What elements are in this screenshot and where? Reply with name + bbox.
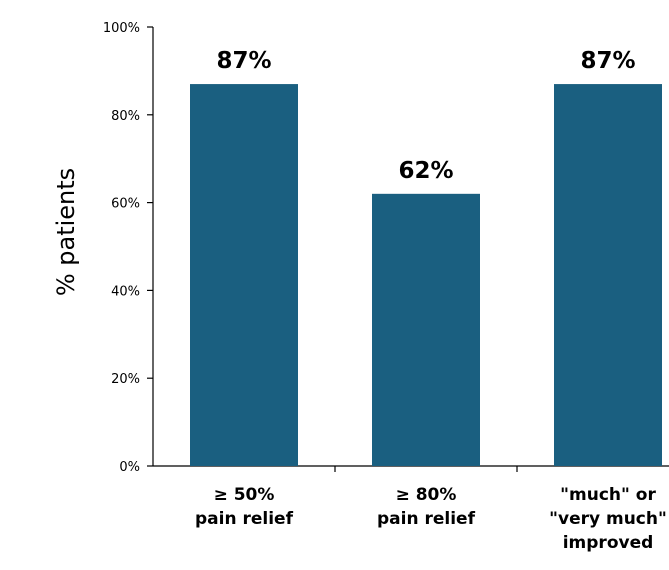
- x-category-label: ≥ 80% pain relief: [377, 485, 476, 529]
- x-category-label-line: ≥ 50%: [214, 485, 275, 505]
- bars: [190, 84, 662, 466]
- y-axis-title: % patients: [52, 168, 80, 296]
- x-category-label: "much" or "very much" improved: [549, 485, 667, 553]
- y-tick-label: 80%: [111, 109, 140, 124]
- x-category-label-line: "very much": [549, 509, 667, 529]
- bar: [554, 84, 662, 466]
- x-category-label: ≥ 50% pain relief: [195, 485, 294, 529]
- x-category-label-line: pain relief: [195, 509, 294, 529]
- bar: [372, 193, 480, 466]
- data-labels: 87% 62% 87%: [216, 48, 635, 184]
- x-axis: ≥ 50% pain relief ≥ 80% pain relief "much" o…: [153, 465, 669, 553]
- y-tick-label: 60%: [111, 197, 140, 212]
- x-category-label-line: improved: [563, 533, 654, 553]
- y-tick-label: 20%: [111, 372, 140, 387]
- x-category-label-line: ≥ 80%: [396, 485, 457, 505]
- bar: [190, 84, 298, 466]
- bar-value-label: 87%: [216, 48, 271, 74]
- bar-value-label: 62%: [398, 158, 453, 184]
- y-tick-label: 0%: [119, 460, 140, 475]
- x-category-label-line: pain relief: [377, 509, 476, 529]
- y-axis: 0% 20% 40% 60% 80% 100%: [103, 21, 154, 475]
- y-tick-label: 40%: [111, 284, 140, 299]
- y-tick-label: 100%: [103, 21, 140, 36]
- bar-value-label: 87%: [580, 48, 635, 74]
- x-category-label-line: "much" or: [560, 485, 656, 505]
